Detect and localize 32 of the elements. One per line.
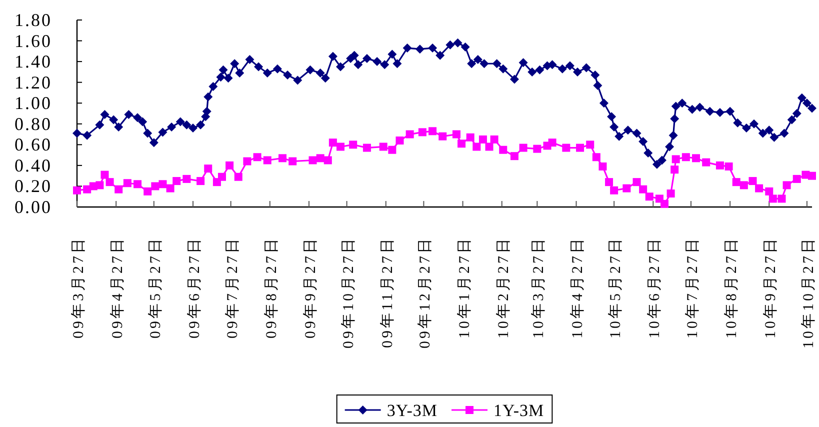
y-tick-label: 1.00 xyxy=(14,93,52,114)
x-tick-label: 09年3月27日 xyxy=(70,236,87,338)
x-tick-label: 10年1月27日 xyxy=(456,236,473,338)
x-tick-label: 10年5月27日 xyxy=(607,236,624,338)
x-tick-label: 09年5月27日 xyxy=(146,236,164,338)
y-tick-label: 1.80 xyxy=(14,10,52,30)
x-tick-label: 09年9月27日 xyxy=(302,236,319,338)
y-tick-label: 1.40 xyxy=(14,52,52,72)
x-tick-label: 10年7月27日 xyxy=(684,236,701,338)
y-tick-label: 0.00 xyxy=(14,197,52,217)
x-tick-label: 09年7月27日 xyxy=(224,236,241,338)
y-tick-label: 0.20 xyxy=(14,176,52,196)
y-tick-label: 1.60 xyxy=(14,30,52,51)
x-tick-label: 09年4月27日 xyxy=(109,236,126,338)
y-tick-label: 0.80 xyxy=(14,114,52,134)
legend-label: 3Y-3M xyxy=(386,401,438,420)
x-tick-label: 10年10月27日 xyxy=(800,236,817,348)
x-tick-label: 10年6月27日 xyxy=(646,236,664,338)
x-tick-label: 09年11月27日 xyxy=(378,236,396,348)
y-tick-label: 0.40 xyxy=(14,155,52,176)
legend-label: 1Y-3M xyxy=(494,401,544,420)
y-tick-label: 1.20 xyxy=(14,72,52,92)
y-tick-label: 0.60 xyxy=(14,134,52,155)
x-tick-label: 09年12月27日 xyxy=(416,236,434,348)
x-tick-label: 10年3月27日 xyxy=(530,236,548,338)
x-tick-label: 09年6月27日 xyxy=(186,236,203,338)
x-tick-label: 10年2月27日 xyxy=(494,236,512,338)
x-tick-label: 09年8月27日 xyxy=(262,236,280,338)
x-tick-label: 09年10月27日 xyxy=(340,236,357,348)
x-tick-label: 10年9月27日 xyxy=(762,236,780,338)
x-tick-label: 10年4月27日 xyxy=(569,236,586,338)
x-tick-label: 10年8月27日 xyxy=(723,236,740,338)
